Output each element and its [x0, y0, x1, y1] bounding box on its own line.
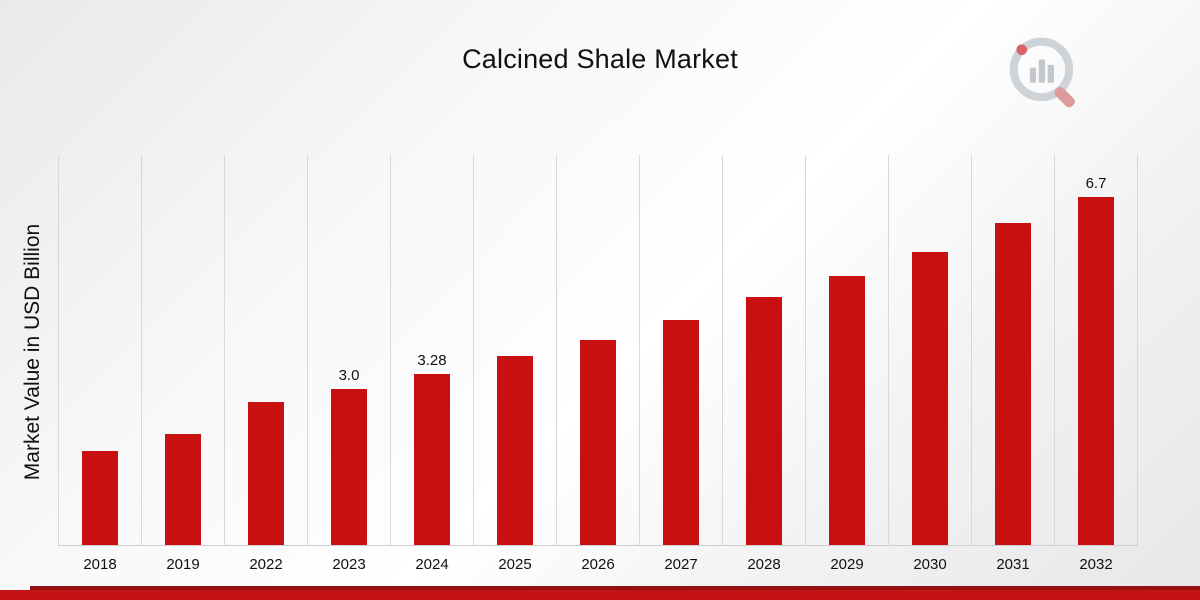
bar-2023: 3.0: [331, 367, 367, 545]
x-tick-label-2023: 2023: [332, 556, 366, 573]
chart-title: Calcined Shale Market: [462, 44, 738, 74]
plot-column-2031: 2031: [971, 155, 1054, 573]
bar-2024: 3.28: [414, 352, 450, 545]
bottom-accent-stripe-dark: [30, 586, 1200, 590]
x-tick-label-2028: 2028: [747, 556, 781, 573]
plot-column-2025: 2025: [473, 155, 556, 573]
x-tick-label-2019: 2019: [166, 556, 200, 573]
bar-2030: [912, 252, 948, 545]
plot-column-2027: 2027: [639, 155, 722, 573]
x-tick-label-2029: 2029: [830, 556, 864, 573]
brand-logo-icon: [1009, 37, 1075, 108]
bar-2025: [497, 356, 533, 545]
plot-column-2032: 6.7 2032: [1054, 155, 1138, 573]
bar-value-label-2024: 3.28: [417, 352, 447, 369]
x-tick-label-2027: 2027: [664, 556, 698, 573]
bar-2031: [995, 223, 1031, 545]
x-tick-label-2025: 2025: [498, 556, 532, 573]
bar-2028: [746, 297, 782, 545]
plot-column-2028: 2028: [722, 155, 805, 573]
x-tick-label-2031: 2031: [996, 556, 1030, 573]
bar-2018: [82, 451, 118, 545]
bottom-accent-stripe-main: [0, 590, 1200, 600]
bar-2019: [165, 434, 201, 545]
x-tick-label-2026: 2026: [581, 556, 615, 573]
bar-2032: 6.7: [1078, 175, 1114, 545]
plot-column-2022: 2022: [224, 155, 307, 573]
x-tick-label-2018: 2018: [83, 556, 117, 573]
bottom-accent-stripe: [0, 586, 1200, 600]
bar-2029: [829, 276, 865, 545]
plot-column-2024: 3.28 2024: [390, 155, 473, 573]
plot-area: 2018 2019 2022 3.0 2023 3.28 2024 2025 2026 2027 2…: [58, 155, 1138, 573]
plot-column-2030: 2030: [888, 155, 971, 573]
plot-column-2029: 2029: [805, 155, 888, 573]
plot-column-2026: 2026: [556, 155, 639, 573]
bar-value-label-2032: 6.7: [1085, 175, 1107, 192]
plot-column-2023: 3.0 2023: [307, 155, 390, 573]
bar-2022: [248, 402, 284, 545]
x-tick-label-2024: 2024: [415, 556, 449, 573]
x-tick-label-2022: 2022: [249, 556, 283, 573]
bar-2027: [663, 320, 699, 545]
y-axis-label: Market Value in USD Billion: [21, 223, 44, 481]
x-tick-label-2030: 2030: [913, 556, 947, 573]
x-tick-label-2032: 2032: [1079, 556, 1113, 573]
bar-2026: [580, 340, 616, 545]
plot-column-2018: 2018: [58, 155, 141, 573]
bar-value-label-2023: 3.0: [338, 367, 360, 384]
plot-column-2019: 2019: [141, 155, 224, 573]
